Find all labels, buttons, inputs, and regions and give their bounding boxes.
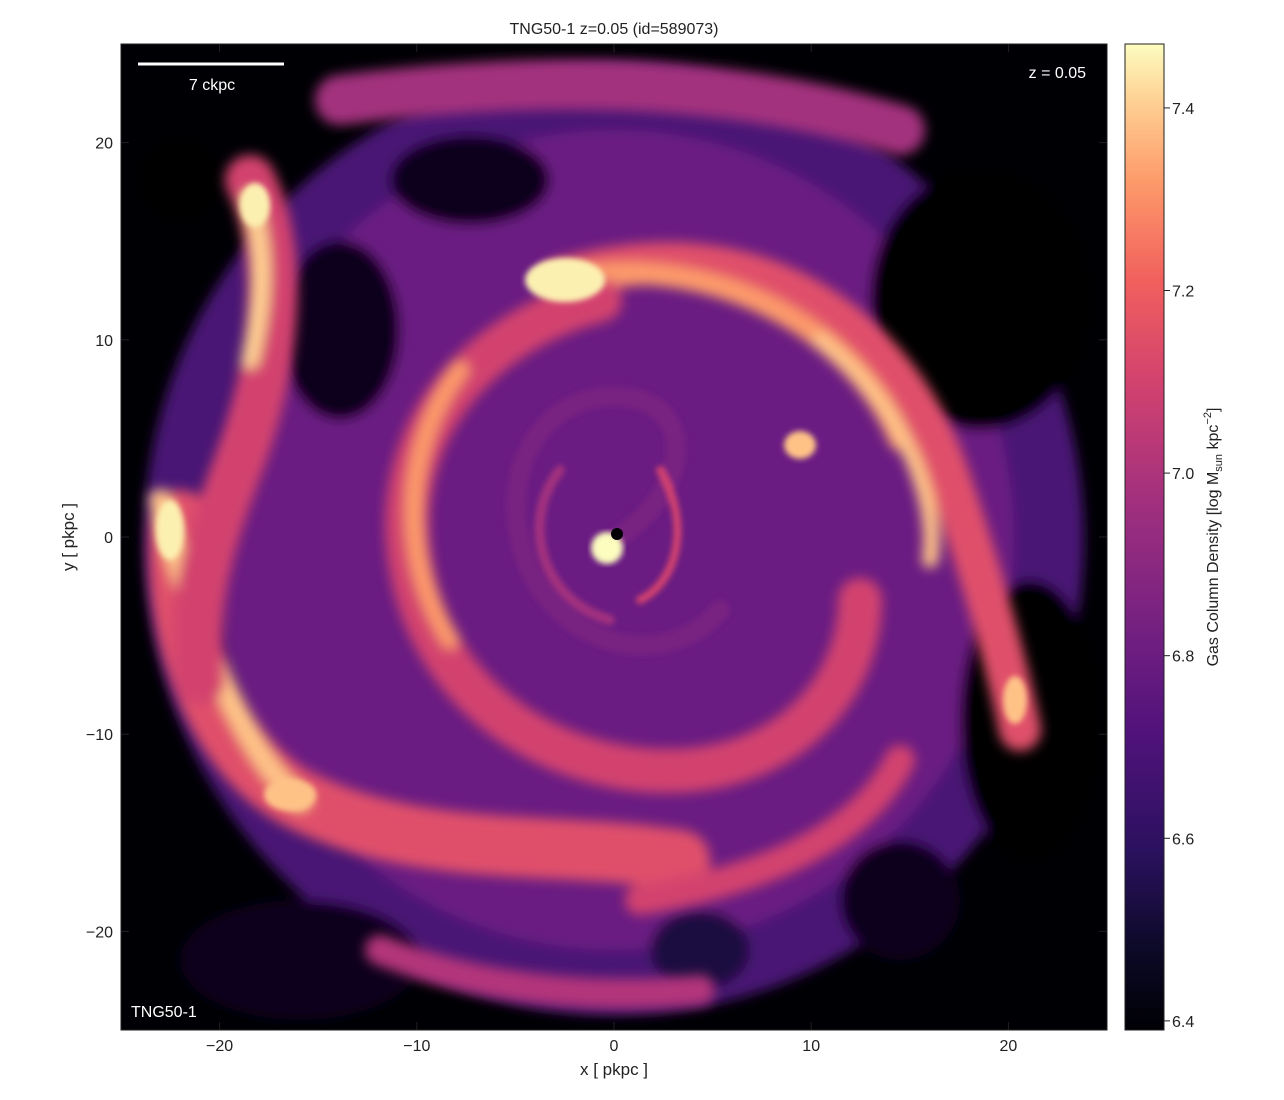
colorbar-label-mid: kpc bbox=[1205, 425, 1222, 454]
redshift-label: z = 0.05 bbox=[1029, 65, 1086, 82]
colorbar-label-sub: sun bbox=[1213, 454, 1225, 472]
x-tick-label: 20 bbox=[1000, 1038, 1018, 1055]
colorbar bbox=[1124, 43, 1165, 1031]
x-tick-label: −10 bbox=[403, 1038, 430, 1055]
chart-title: TNG50-1 z=0.05 (id=589073) bbox=[509, 21, 718, 38]
colorbar-tick-label: 6.8 bbox=[1172, 649, 1194, 666]
colorbar-ticks: 6.4 6.6 6.8 7.0 7.2 7.4 bbox=[1164, 101, 1194, 1031]
x-tick-label: −20 bbox=[206, 1038, 233, 1055]
colorbar-label-main: Gas Column Density [log M bbox=[1205, 472, 1222, 667]
colorbar-tick-label: 6.4 bbox=[1172, 1014, 1194, 1031]
colorbar-label-sup: −2 bbox=[1202, 412, 1214, 425]
x-axis-label: x [ pkpc ] bbox=[580, 1060, 648, 1079]
y-tick-label: 0 bbox=[104, 530, 113, 547]
colorbar-label: Gas Column Density [log Msun kpc−2] bbox=[1202, 408, 1225, 667]
colorbar-tick-label: 7.4 bbox=[1172, 101, 1194, 118]
simulation-label: TNG50-1 bbox=[131, 1004, 197, 1021]
colorbar-tick-label: 6.6 bbox=[1172, 831, 1194, 848]
heatmap-image bbox=[121, 44, 1107, 1030]
y-tick-label: −10 bbox=[86, 727, 113, 744]
y-tick-label: 10 bbox=[95, 333, 113, 350]
x-tick-label: 10 bbox=[802, 1038, 820, 1055]
y-axis-ticks: −20 −10 0 10 20 bbox=[86, 136, 1107, 941]
y-axis-label: y [ pkpc ] bbox=[59, 503, 78, 571]
scale-bar-label: 7 ckpc bbox=[189, 77, 235, 94]
x-axis-ticks: −20 −10 0 10 20 bbox=[206, 44, 1017, 1055]
colorbar-tick-label: 7.2 bbox=[1172, 284, 1194, 301]
colorbar-tick-label: 7.0 bbox=[1172, 466, 1194, 483]
x-tick-label: 0 bbox=[610, 1038, 619, 1055]
y-tick-label: −20 bbox=[86, 924, 113, 941]
colorbar-label-end: ] bbox=[1205, 408, 1222, 412]
y-tick-label: 20 bbox=[95, 136, 113, 153]
